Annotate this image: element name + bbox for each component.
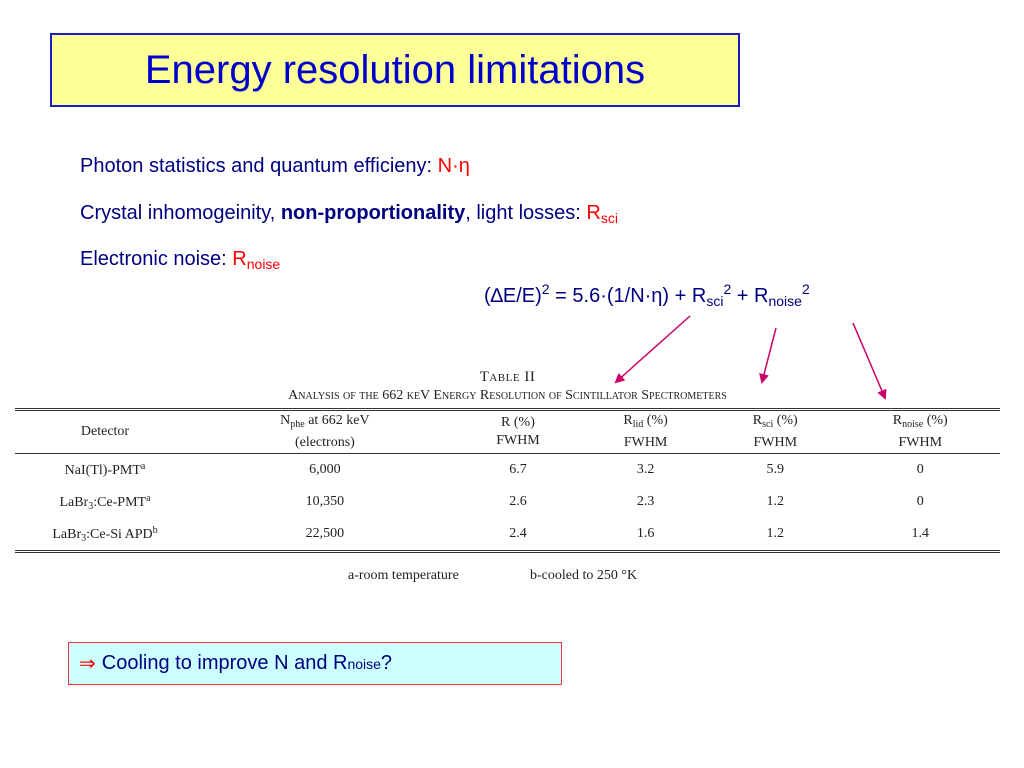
table-row: NaI(Tl)-PMTa 6,000 6.7 3.2 5.9 0 (15, 454, 1000, 487)
cell-rlid: 1.6 (636, 526, 655, 541)
cell-detector: NaI(Tl)-PMTa (15, 454, 195, 487)
header-r: R (%) FWHM (454, 409, 582, 454)
crystal-text-a: Crystal inhomogeinity, (80, 202, 281, 224)
header-rsci: Rsci (%) FWHM (710, 409, 841, 454)
table-row: LaBr3:Ce-Si APDb 22,500 2.4 1.6 1.2 1.4 (15, 518, 1000, 552)
footnote-a: a-room temperature (348, 568, 459, 583)
resolution-formula: (∆E/E)2 = 5.6·(1/N·η) + Rsci2 + Rnoise2 (484, 281, 810, 309)
slide-title: Energy resolution limitations (144, 47, 646, 92)
cell-r: 6.7 (509, 462, 527, 477)
implies-icon: ⇒ (79, 653, 96, 675)
resolution-table: Detector Nphe at 662 keV (electrons) R (%… (15, 408, 1000, 553)
formula-sub2: sci (706, 293, 724, 309)
cell-r: 2.4 (509, 526, 527, 541)
header-rsci-line2: FWHM (753, 435, 798, 450)
formula-sup1: 2 (541, 281, 550, 297)
header-nphe: Nphe at 662 keV (electrons) (195, 409, 455, 454)
conclusion-text: Cooling to improve N and R (101, 652, 348, 674)
table-header-row: Detector Nphe at 662 keV (electrons) R (%… (15, 409, 1000, 454)
crystal-symbol-main: R (586, 202, 601, 224)
header-rsci-sub: sci (762, 419, 774, 430)
cell-rnoise: 0 (916, 462, 924, 477)
header-rnoise-sub: noise (902, 419, 924, 430)
cell-rnoise: 0 (916, 494, 924, 509)
cell-rsci: 1.2 (766, 494, 785, 509)
cell-rnoise: 1.4 (911, 526, 929, 541)
detector-footnote: b (152, 524, 158, 536)
noise-symbol-main: R (232, 248, 247, 270)
detector-sub: 3 (88, 500, 94, 512)
table-subtitle: Analysis of the 662 keV Energy Resolutio… (288, 388, 727, 403)
cell-nphe: 6,000 (309, 462, 341, 477)
formula-sup3: 2 (801, 281, 810, 297)
photon-text: Photon statistics and quantum efficieny: (80, 155, 438, 177)
cell-detector: LaBr3:Ce-PMTa (15, 486, 195, 518)
crystal-bold: non-proportionality (280, 202, 466, 224)
noise-symbol-sub: noise (246, 256, 281, 272)
table-title: Table II (479, 369, 536, 385)
conclusion-sub: noise (347, 655, 381, 672)
formula-part1: (∆E/E) (484, 285, 542, 307)
table-row: LaBr3:Ce-PMTa 10,350 2.6 2.3 1.2 0 (15, 486, 1000, 518)
detector-name: LaBr (59, 494, 89, 510)
header-rnoise-rest: (%) (923, 413, 948, 428)
header-rlid-main: R (623, 413, 633, 428)
crystal-line: Crystal inhomogeinity, non-proportionali… (80, 202, 618, 226)
noise-line: Electronic noise: Rnoise (80, 248, 280, 272)
footnote-b: b-cooled to 250 °K (530, 568, 638, 583)
photon-statistics-line: Photon statistics and quantum efficieny:… (80, 155, 470, 178)
header-rnoise-line2: FWHM (898, 435, 943, 450)
conclusion-end: ? (380, 652, 393, 674)
header-r-line2: FWHM (496, 433, 540, 448)
cell-detector: LaBr3:Ce-Si APDb (15, 518, 195, 552)
noise-text: Electronic noise: (80, 248, 233, 270)
cell-rsci: 5.9 (766, 462, 785, 477)
header-rnoise: Rnoise (%) FWHM (840, 409, 1000, 454)
header-rsci-rest: (%) (773, 413, 798, 428)
header-detector-label: Detector (80, 424, 130, 439)
detector-name: LaBr (52, 526, 82, 542)
formula-sup2: 2 (723, 281, 732, 297)
detector-name-rest: :Ce-PMT (93, 494, 147, 510)
noise-symbol: Rnoise (232, 248, 281, 272)
detector-name-rest: :Ce-Si APD (86, 526, 153, 542)
crystal-text-b: , light losses: (465, 202, 587, 224)
photon-symbol: N·η (437, 155, 470, 177)
cell-rlid: 3.2 (636, 462, 655, 477)
header-rnoise-main: R (892, 413, 903, 428)
cell-rlid: 2.3 (636, 494, 655, 509)
cell-nphe: 10,350 (305, 494, 345, 509)
formula-part2: = 5.6·(1/N·η) + R (549, 285, 707, 307)
header-nphe-main: N (280, 413, 291, 428)
cell-r: 2.6 (509, 494, 527, 509)
header-rlid-sub: lid (632, 419, 644, 430)
header-r-line1: R (%) (501, 415, 535, 430)
cell-nphe: 22,500 (305, 526, 345, 541)
formula-part3: + R (731, 285, 769, 307)
detector-footnote: a (140, 460, 146, 472)
cell-rsci: 1.2 (766, 526, 785, 541)
title-box: Energy resolution limitations (50, 33, 740, 107)
formula-sub3: noise (768, 293, 802, 309)
header-detector: Detector (15, 409, 195, 454)
crystal-symbol: Rsci (586, 202, 618, 226)
header-rlid-line2: FWHM (623, 435, 668, 450)
detector-footnote: a (146, 492, 151, 504)
header-rlid-rest: (%) (643, 413, 668, 428)
header-rsci-main: R (752, 413, 763, 428)
table-figure: Table II Analysis of the 662 keV Energy … (15, 368, 1000, 583)
header-nphe-line2: (electrons) (294, 435, 355, 450)
crystal-symbol-sub: sci (600, 210, 618, 226)
header-nphe-rest: at 662 keV (304, 413, 370, 428)
header-rlid: Rlid (%) FWHM (581, 409, 711, 454)
detector-name: NaI(Tl)-PMT (64, 462, 141, 478)
header-nphe-sub: phe (290, 419, 305, 430)
detector-sub: 3 (81, 532, 87, 544)
